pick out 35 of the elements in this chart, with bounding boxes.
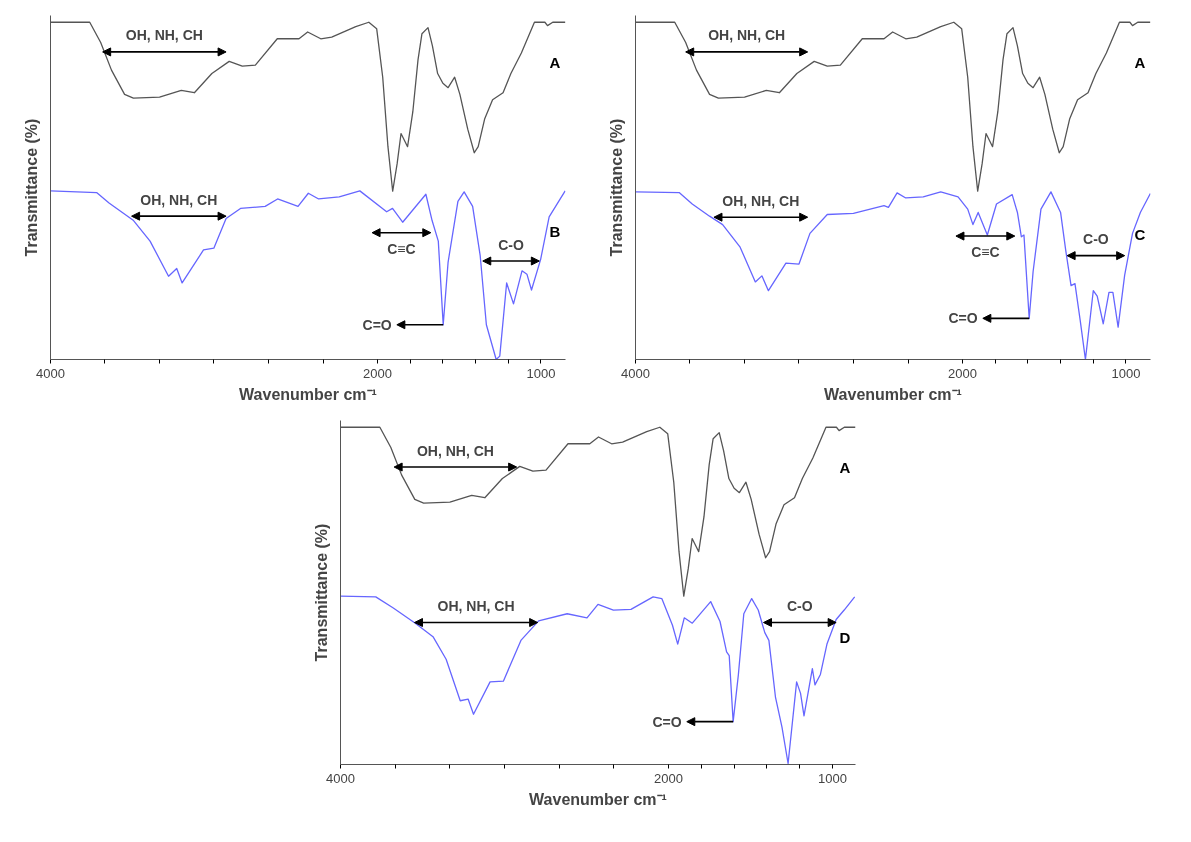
x-tick-label: 4000 xyxy=(36,365,65,381)
annotation: C-O xyxy=(498,236,524,253)
annotation: OH, NH, CH xyxy=(722,192,800,209)
y-axis-title: Transmittance (%) xyxy=(607,118,625,257)
series-label: D xyxy=(839,628,851,646)
annotation: OH, NH, CH xyxy=(437,598,515,615)
y-axis-title: Transmittance (%) xyxy=(22,118,40,257)
annotation: C≡C xyxy=(387,241,416,258)
x-tick-label: 1000 xyxy=(1111,365,1141,381)
x-tick-label: 2000 xyxy=(363,365,392,381)
series-label: C xyxy=(1134,225,1146,243)
annotation: OH, NH, CH xyxy=(416,442,494,459)
series-label: A xyxy=(549,54,561,72)
x-axis-title: Wavenumber cm⁻¹ xyxy=(239,385,377,403)
x-tick-label: 2000 xyxy=(654,770,683,786)
annotation: C-O xyxy=(786,598,813,615)
x-axis-title: Wavenumber cm⁻¹ xyxy=(529,790,667,808)
x-tick-label: 2000 xyxy=(948,365,977,381)
annotation: OH, NH, CH xyxy=(125,27,203,44)
series-label: A xyxy=(1134,54,1146,72)
annotation: OH, NH, CH xyxy=(708,27,786,44)
annotation: OH, NH, CH xyxy=(140,191,218,208)
series-label: B xyxy=(549,222,561,240)
x-tick-label: 4000 xyxy=(326,770,355,786)
x-tick-label: 4000 xyxy=(621,365,650,381)
annotation: C=O xyxy=(652,713,682,730)
annotation: C≡C xyxy=(971,244,1000,261)
annotation: C-O xyxy=(1083,231,1109,248)
x-tick-label: 1000 xyxy=(526,365,556,381)
annotation: C=O xyxy=(948,310,978,327)
x-tick-label: 1000 xyxy=(818,770,847,786)
series-label: A xyxy=(839,459,851,477)
y-axis-title: Transmittance (%) xyxy=(312,523,330,662)
annotation: C=O xyxy=(362,316,392,333)
x-axis-title: Wavenumber cm⁻¹ xyxy=(824,385,962,403)
